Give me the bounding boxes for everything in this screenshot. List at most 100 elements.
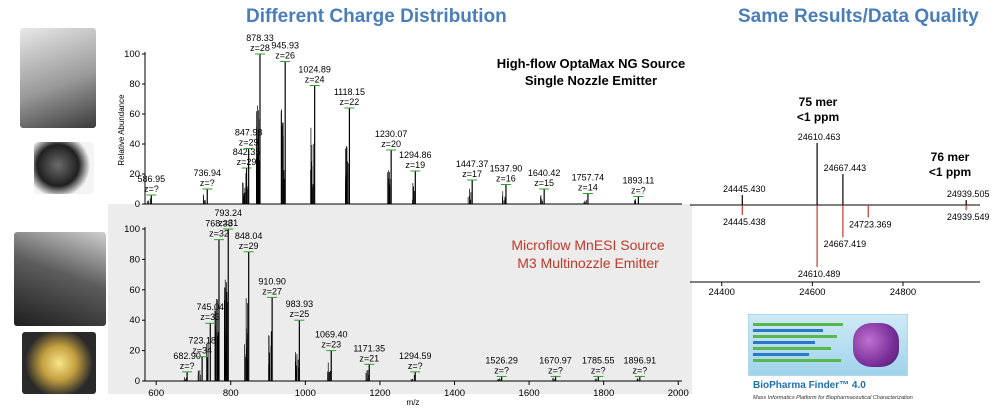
bottom-peak-charge-label: z=34 bbox=[192, 346, 212, 356]
bottom-peak-charge-label: z=21 bbox=[359, 353, 379, 363]
bottom-peak-mz-label: 848.04 bbox=[235, 231, 263, 241]
bottom-peak-mz-label: 682.90 bbox=[173, 351, 201, 361]
top-peak-mz-label: 847.98 bbox=[235, 128, 263, 138]
x-tick-label: 1600 bbox=[519, 388, 540, 399]
x-tick-label: 1000 bbox=[295, 388, 316, 399]
bottom-peak-mz-label: 1526.29 bbox=[485, 355, 518, 365]
bottom-peak-mz-label: 1896.91 bbox=[624, 355, 657, 365]
bottom-peak-charge-label: z=? bbox=[408, 361, 423, 371]
top-y-tick-label: 0 bbox=[135, 199, 140, 210]
top-peak-mz-label: 1757.74 bbox=[572, 173, 605, 183]
top-peak-mz-label: 1893.11 bbox=[622, 176, 654, 186]
deconv-bottom-peak-label: 24939.549 bbox=[947, 212, 990, 222]
bottom-y-tick-label: 60 bbox=[129, 285, 140, 296]
bottom-peak-mz-label: 1294.59 bbox=[399, 351, 432, 361]
top-peak-charge-label: z=20 bbox=[381, 139, 401, 149]
y-axis-label: Relative Abundance bbox=[117, 94, 126, 166]
bottom-peak-charge-label: z=23 bbox=[321, 340, 341, 350]
bottom-peak-charge-label: z=25 bbox=[289, 309, 309, 319]
single-nozzle-emitter-photo bbox=[34, 142, 94, 194]
deconv-bottom-peak-label: 24610.489 bbox=[798, 269, 841, 279]
bottom-peak-charge-label: z=? bbox=[548, 365, 563, 375]
top-peak-mz-label: 878.33 bbox=[246, 33, 274, 43]
bottom-peak-charge-label: z=31 bbox=[218, 218, 238, 228]
top-peak-charge-label: z=24 bbox=[305, 75, 325, 85]
top-peak-charge-label: z=? bbox=[631, 186, 646, 196]
bottom-y-tick-label: 100 bbox=[124, 224, 140, 235]
top-peak-mz-label: 1537.90 bbox=[490, 164, 523, 174]
annotation-75mer: 75 mer <1 ppm bbox=[797, 95, 839, 124]
lower-panel-background bbox=[108, 204, 692, 394]
bottom-peak-mz-label: 1785.55 bbox=[582, 355, 615, 365]
logo-tagline: Mass Informatics Platform for Biopharmac… bbox=[753, 395, 913, 401]
bottom-y-tick-label: 0 bbox=[135, 376, 140, 387]
x-tick-label: 800 bbox=[223, 388, 239, 399]
top-peak-charge-label: z=26 bbox=[275, 51, 295, 61]
title-charge-distribution: Different Charge Distribution bbox=[246, 6, 507, 27]
top-panel-title: High-flow OptaMax NG Source Single Nozzle… bbox=[497, 56, 686, 88]
optamax-source-photo bbox=[20, 28, 96, 128]
mnesi-source-photo bbox=[14, 232, 106, 326]
bottom-peak-charge-label: z=? bbox=[180, 361, 195, 371]
bottom-y-tick-label: 80 bbox=[129, 254, 140, 265]
deconv-x-tick-label: 24800 bbox=[890, 287, 916, 298]
top-peak-charge-label: z=17 bbox=[462, 169, 482, 179]
top-peak-mz-label: 1230.07 bbox=[375, 129, 408, 139]
bottom-peak-charge-label: z=29 bbox=[239, 241, 259, 251]
multinozzle-emitter-photo bbox=[22, 332, 96, 394]
deconv-top-peak-label: 24610.463 bbox=[798, 132, 841, 142]
top-y-tick-label: 60 bbox=[129, 109, 140, 120]
top-peak-mz-label: 736.94 bbox=[193, 168, 221, 178]
x-tick-label: 600 bbox=[148, 388, 164, 399]
top-peak-mz-label: 586.95 bbox=[138, 174, 166, 184]
top-peak-charge-label: z=15 bbox=[534, 178, 554, 188]
bottom-peak-mz-label: 1069.40 bbox=[315, 330, 348, 340]
logo-product-name: BioPharma Finder™ 4.0 bbox=[753, 380, 866, 391]
bottom-peak-mz-label: 723.18 bbox=[188, 336, 216, 346]
bottom-peak-charge-label: z=? bbox=[494, 365, 509, 375]
bottom-peak-mz-label: 793.24 bbox=[214, 208, 242, 218]
top-peak-charge-label: z=? bbox=[144, 184, 159, 194]
deconv-top-peak-label: 24445.430 bbox=[723, 184, 766, 194]
top-peak-mz-label: 842.35 bbox=[233, 147, 261, 157]
deconv-top-peak-label: 24667.443 bbox=[824, 163, 867, 173]
x-axis-label: m/z bbox=[407, 398, 420, 407]
top-y-tick-label: 100 bbox=[124, 49, 140, 60]
bottom-panel-title: Microflow MnESI Source M3 Multinozzle Emi… bbox=[511, 237, 664, 271]
biopharma-finder-logo bbox=[748, 314, 908, 376]
deconv-x-tick-label: 24400 bbox=[709, 287, 735, 298]
top-peak-mz-label: 1118.15 bbox=[334, 87, 365, 97]
annotation-76mer: 76 mer <1 ppm bbox=[929, 150, 971, 179]
top-peak-charge-label: z=16 bbox=[496, 174, 516, 184]
top-peak-charge-label: z=14 bbox=[578, 183, 598, 193]
bottom-peak-mz-label: 983.93 bbox=[286, 299, 314, 309]
title-same-results: Same Results/Data Quality bbox=[738, 6, 979, 27]
top-y-tick-label: 20 bbox=[129, 169, 140, 180]
x-tick-label: 1800 bbox=[593, 388, 614, 399]
bottom-y-tick-label: 40 bbox=[129, 315, 140, 326]
deconv-bottom-peak-label: 24723.369 bbox=[849, 219, 892, 229]
top-peak-mz-label: 1294.86 bbox=[399, 150, 432, 160]
x-tick-label: 2000 bbox=[668, 388, 689, 399]
top-peak-mz-label: 1024.89 bbox=[298, 65, 331, 75]
bottom-y-tick-label: 20 bbox=[129, 346, 140, 357]
x-tick-label: 1400 bbox=[444, 388, 465, 399]
bottom-peak-charge-label: z=? bbox=[591, 365, 606, 375]
bottom-peak-mz-label: 1171.35 bbox=[353, 343, 385, 353]
bottom-peak-charge-label: z=? bbox=[632, 365, 647, 375]
top-peak-charge-label: z=? bbox=[200, 178, 215, 188]
bottom-peak-mz-label: 768.38 bbox=[205, 219, 233, 229]
x-tick-label: 1200 bbox=[369, 388, 390, 399]
top-peak-charge-label: z=29 bbox=[237, 157, 257, 167]
top-peak-mz-label: 1640.42 bbox=[528, 168, 561, 178]
bottom-peak-mz-label: 910.90 bbox=[258, 276, 286, 286]
bottom-peak-charge-label: z=33 bbox=[200, 312, 220, 322]
deconv-bottom-peak-label: 24667.419 bbox=[824, 239, 867, 249]
top-peak-charge-label: z=22 bbox=[340, 97, 360, 107]
top-peak-mz-label: 945.93 bbox=[271, 41, 299, 51]
deconv-top-peak-label: 24939.505 bbox=[947, 189, 990, 199]
top-peak-charge-label: z=29 bbox=[239, 138, 259, 148]
top-y-tick-label: 40 bbox=[129, 139, 140, 150]
bottom-peak-mz-label: 1670.97 bbox=[539, 355, 572, 365]
